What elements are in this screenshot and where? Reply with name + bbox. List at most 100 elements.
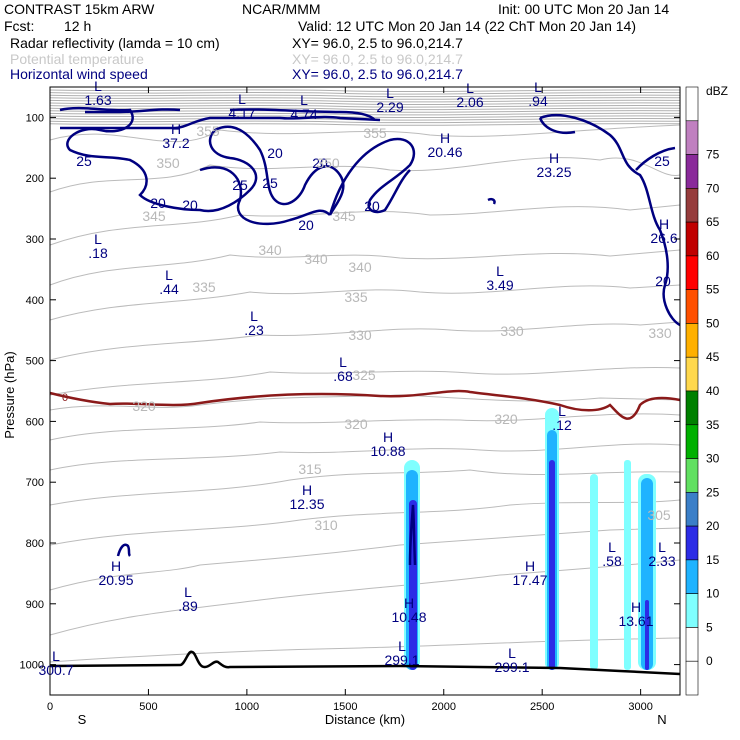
extremum-value: .94 <box>528 93 548 109</box>
extremum-marker: L1.63 <box>84 78 111 108</box>
x-tick-label: 3000 <box>628 701 652 713</box>
extremum-value: 299.1 <box>494 659 529 675</box>
x-tick-label: 2000 <box>432 701 456 713</box>
extremum-value: 299.1 <box>384 652 419 668</box>
extremum-marker: H23.25 <box>536 150 571 180</box>
wind-contours <box>59 106 681 566</box>
wind-contour <box>408 504 417 566</box>
wind-contour-label: 25 <box>262 175 278 191</box>
y-tick-label: 400 <box>26 295 44 307</box>
theta-contour <box>49 637 681 663</box>
colorbar-swatch <box>685 323 699 358</box>
extremum-type: L <box>398 638 406 654</box>
colorbar-swatch <box>685 289 699 324</box>
extremum-value: 2.33 <box>648 553 675 569</box>
theta-contour-label: 335 <box>344 289 368 305</box>
extremum-value: .18 <box>88 245 108 261</box>
theta-contour-label: 305 <box>647 507 671 523</box>
extremum-value: 10.48 <box>391 609 426 625</box>
extremum-value: .23 <box>244 322 264 338</box>
wind-contour-label: 20 <box>298 217 314 233</box>
extremum-type: L <box>558 403 566 419</box>
theta-contour-label: 310 <box>314 517 338 533</box>
colorbar-level-label: 15 <box>706 553 720 567</box>
extremum-value: 20.95 <box>98 572 133 588</box>
extremum-type: H <box>549 150 559 166</box>
extremum-marker: H12.35 <box>289 482 324 512</box>
theta-contour-label: 330 <box>500 323 524 339</box>
theta-contour <box>49 124 681 143</box>
extremum-type: L <box>300 92 308 108</box>
wind-contour <box>60 115 381 130</box>
theta-contour <box>49 413 681 441</box>
field-name-theta: Potential temperature <box>10 51 144 67</box>
y-axis-label: Pressure (hPa) <box>2 351 17 438</box>
terrain-line <box>49 650 681 676</box>
y-tick-label: 600 <box>26 416 44 428</box>
plot-frame <box>49 86 681 696</box>
extremum-value: 17.47 <box>512 572 547 588</box>
freezing-level-label: 0 <box>62 392 68 404</box>
field-name-wind: Horizontal wind speed <box>10 66 148 82</box>
theta-contour <box>49 123 681 126</box>
theta-contour-label: 350 <box>316 155 340 171</box>
extremum-type: L <box>386 85 394 101</box>
wind-contour-label: 20 <box>150 195 166 211</box>
reflectivity-echo <box>549 460 555 670</box>
field-xy-reflectivity: XY= 96.0, 2.5 to 96.0,214.7 <box>292 35 463 51</box>
extremum-type: H <box>659 216 669 232</box>
y-tick-label: 200 <box>26 173 44 185</box>
freezing-level-line <box>49 389 681 420</box>
x-axis-right-label: N <box>657 712 666 727</box>
extremum-marker: L2.29 <box>376 85 403 115</box>
colorbar-swatch <box>685 525 699 561</box>
chart-init: Init: 00 UTC Mon 20 Jan 14 <box>498 1 669 17</box>
theta-contour <box>49 102 681 106</box>
y-tick-label: 700 <box>26 477 44 489</box>
theta-contour <box>49 443 681 471</box>
extremum-marker: L.94 <box>528 79 548 109</box>
extremum-value: 13.61 <box>618 613 653 629</box>
extremum-marker: L4.74 <box>290 92 317 122</box>
extremum-type: H <box>440 130 450 146</box>
extremum-value: .89 <box>178 598 198 614</box>
reflectivity-echo <box>590 474 598 670</box>
theta-contour-label: 345 <box>332 208 356 224</box>
wind-contour-label: 25 <box>654 153 670 169</box>
colorbar-level-label: 60 <box>706 249 720 263</box>
colorbar-swatch <box>685 559 699 594</box>
extremum-value: 2.29 <box>376 99 403 115</box>
extremum-value: 23.25 <box>536 164 571 180</box>
extremum-type: H <box>525 558 535 574</box>
field-xy-wind: XY= 96.0, 2.5 to 96.0,214.7 <box>292 66 463 82</box>
extremum-marker: L.23 <box>244 308 264 338</box>
colorbar-swatch <box>685 221 699 257</box>
extremum-marker: L.89 <box>178 584 198 614</box>
extremum-marker: H13.61 <box>618 599 653 629</box>
theta-contours <box>49 124 681 663</box>
theta-contour <box>49 469 681 506</box>
theta-contour-label: 340 <box>258 242 282 258</box>
theta-contour <box>49 204 681 246</box>
extremum-value: .44 <box>159 281 179 297</box>
colorbar-level-label: 50 <box>706 316 720 330</box>
colorbar-level-label: 20 <box>706 519 720 533</box>
extremum-type: L <box>52 648 60 664</box>
theta-contour <box>49 91 681 95</box>
extremum-type: L <box>496 263 504 279</box>
colorbar-level-label: 25 <box>706 485 720 499</box>
theta-contour <box>49 97 681 100</box>
extremum-marker: H10.88 <box>370 429 405 459</box>
theta-contour-label: 340 <box>348 259 372 275</box>
colorbar-level-label: 70 <box>706 181 720 195</box>
extremum-marker: L2.33 <box>648 539 675 569</box>
theta-contour <box>49 104 681 108</box>
extremum-type: L <box>508 645 516 661</box>
wind-contour <box>487 197 496 205</box>
wind-contour <box>85 108 181 114</box>
colorbar-swatch <box>685 660 699 696</box>
theta-contour <box>49 157 681 193</box>
